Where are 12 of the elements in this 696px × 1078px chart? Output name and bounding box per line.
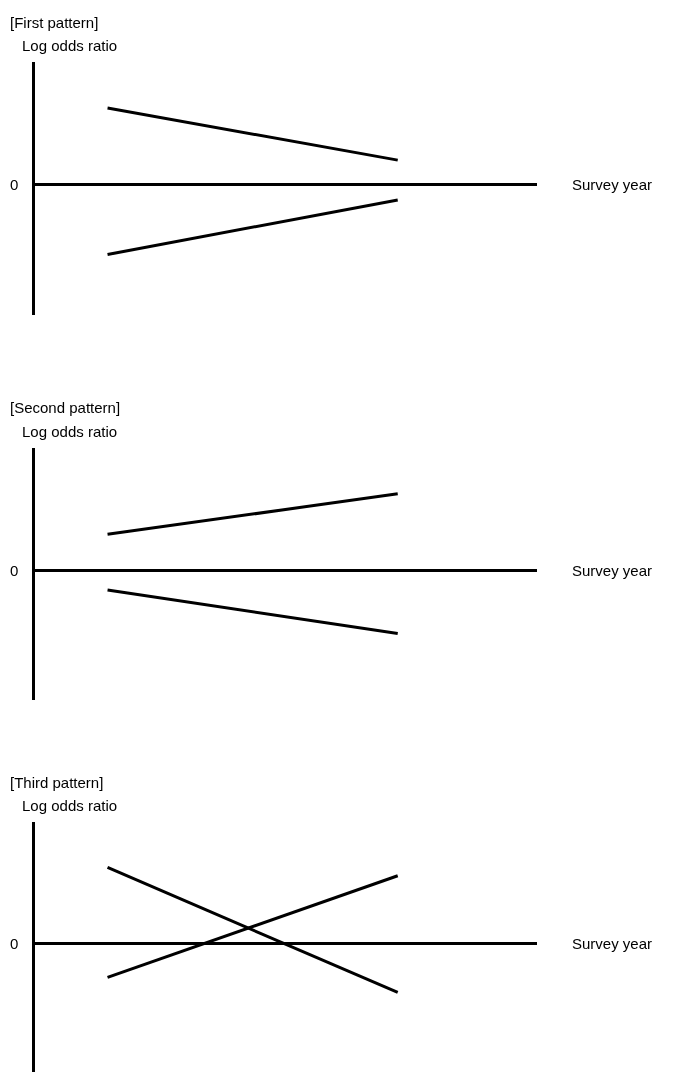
- x-axis-title: Survey year: [572, 935, 653, 952]
- text: 0: [10, 562, 19, 579]
- chart-title: [Second pattern]: [10, 399, 121, 416]
- chart-title: [First pattern]: [10, 14, 99, 31]
- x-axis-title: Survey year: [572, 176, 653, 193]
- text: 0: [10, 935, 19, 952]
- y-axis-title: Log odds ratio: [22, 797, 118, 814]
- chart-title: [Third pattern]: [10, 774, 104, 791]
- x-axis-title: Survey year: [572, 562, 653, 579]
- text: 0: [10, 176, 19, 193]
- y-axis-title: Log odds ratio: [22, 423, 118, 440]
- y-axis-title: Log odds ratio: [22, 37, 118, 54]
